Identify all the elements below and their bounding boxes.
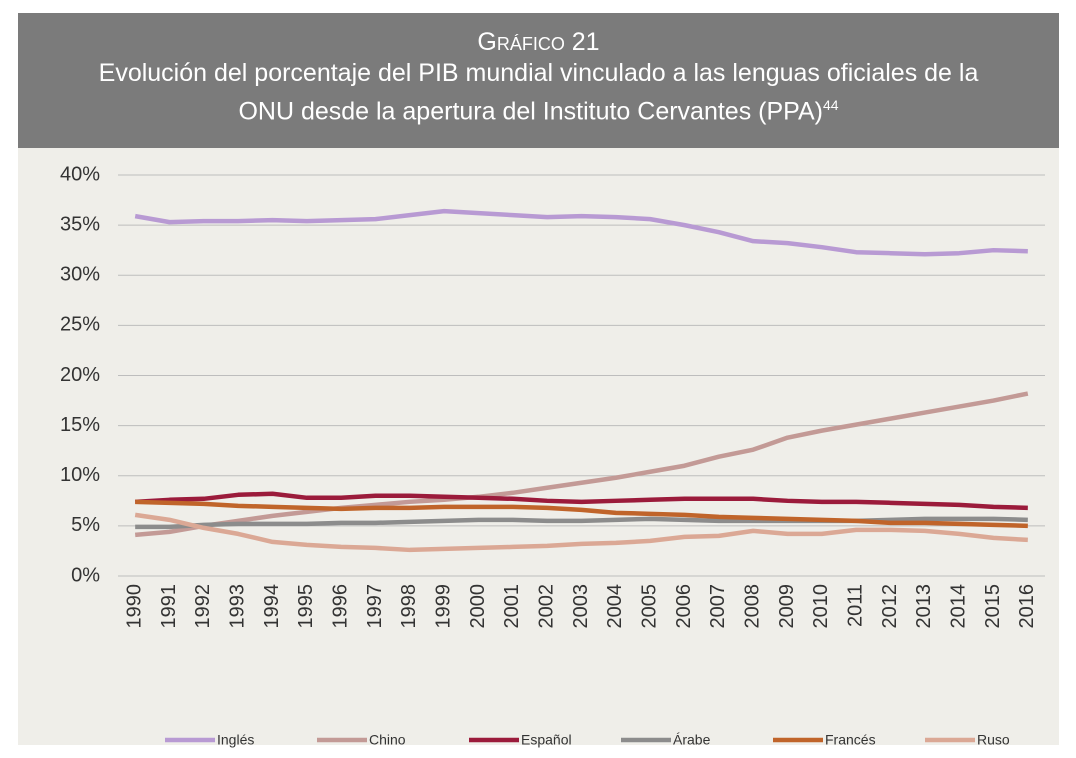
- x-tick-label: 1999: [432, 584, 454, 629]
- x-tick-label: 2004: [604, 584, 626, 629]
- x-tick-label: 2013: [913, 584, 935, 629]
- x-tick-label: 2010: [810, 584, 832, 629]
- x-tick-label: 1994: [261, 584, 283, 629]
- y-tick-label: 0%: [71, 564, 100, 586]
- legend-label: Árabe: [673, 732, 711, 748]
- x-tick-label: 1996: [329, 584, 351, 629]
- x-tick-label: 1993: [226, 584, 248, 629]
- series-line: [135, 491, 1028, 511]
- chart-kicker: Gráfico 21: [477, 28, 600, 56]
- legend-label: Chino: [369, 732, 406, 748]
- y-tick-label: 20%: [60, 364, 100, 386]
- series-line: [134, 391, 1029, 538]
- x-tick-label: 2000: [467, 584, 489, 629]
- x-tick-label: 1991: [158, 584, 180, 629]
- title-note: 44: [822, 97, 839, 113]
- legend-label: Francés: [825, 732, 876, 748]
- chart-title-wrap: Evolución del porcentaje del PIB mundial…: [18, 57, 1059, 127]
- x-tick-label: 1990: [123, 584, 145, 629]
- x-tick-label: 2008: [741, 584, 763, 629]
- series-line: [135, 499, 1028, 529]
- legend-label: Ruso: [977, 732, 1010, 748]
- x-tick-label: 2002: [535, 584, 557, 629]
- x-tick-label: 2014: [947, 584, 969, 629]
- x-tick-label: 1992: [192, 584, 214, 629]
- y-tick-label: 25%: [60, 314, 100, 336]
- legend-label: Español: [521, 732, 572, 748]
- chart-title: Evolución del porcentaje del PIB mundial…: [98, 59, 979, 126]
- x-tick-label: 2007: [707, 584, 729, 629]
- x-tick-label: 2016: [1016, 584, 1038, 629]
- x-tick-label: 2009: [776, 584, 798, 629]
- y-tick-label: 35%: [60, 213, 100, 235]
- series-line: [134, 208, 1028, 257]
- header: Gráfico 21 Evolución del porcentaje del …: [18, 13, 1059, 148]
- y-tick-label: 5%: [71, 514, 100, 536]
- y-tick-label: 15%: [60, 414, 100, 436]
- x-tick-label: 1998: [398, 584, 420, 629]
- y-tick-label: 40%: [60, 163, 100, 185]
- x-tick-label: 2012: [879, 584, 901, 629]
- series-line: [134, 512, 1028, 553]
- x-tick-label: 2005: [638, 584, 660, 629]
- legend-label: Inglés: [217, 732, 254, 748]
- x-tick-label: 2006: [673, 584, 695, 629]
- x-tick-label: 2015: [982, 584, 1004, 629]
- chart-panel: Gráfico 21 Evolución del porcentaje del …: [18, 13, 1059, 745]
- x-tick-label: 1997: [364, 584, 386, 629]
- y-tick-label: 10%: [60, 464, 100, 486]
- y-tick-label: 30%: [60, 264, 100, 286]
- x-tick-label: 1995: [295, 584, 317, 629]
- x-tick-label: 2003: [570, 584, 592, 629]
- x-tick-label: 2011: [844, 584, 866, 627]
- x-tick-label: 2001: [501, 584, 523, 629]
